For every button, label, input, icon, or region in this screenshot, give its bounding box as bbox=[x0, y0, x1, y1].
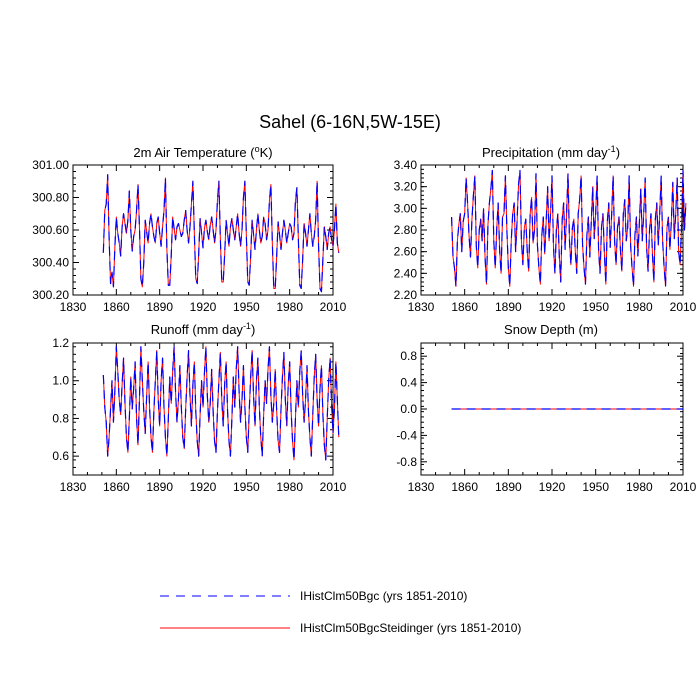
x-tick-label: 1860 bbox=[451, 300, 478, 314]
y-tick-label: 0.8 bbox=[400, 349, 417, 363]
x-tick-label: 1980 bbox=[276, 480, 303, 494]
x-tick-label: 1830 bbox=[408, 300, 435, 314]
y-tick-label: -0.4 bbox=[396, 428, 417, 442]
y-tick-label: 0.0 bbox=[400, 402, 417, 416]
panel-title: Snow Depth (m) bbox=[504, 322, 598, 337]
y-tick-label: 0.6 bbox=[52, 449, 69, 463]
x-tick-label: 1980 bbox=[626, 300, 653, 314]
x-tick-label: 1920 bbox=[539, 480, 566, 494]
legend: IHistClm50Bgc (yrs 1851-2010) IHistClm50… bbox=[160, 589, 521, 635]
x-tick-label: 1920 bbox=[190, 300, 217, 314]
x-tick-label: 2010 bbox=[320, 300, 347, 314]
y-tick-label: 300.80 bbox=[32, 191, 69, 205]
x-tick-label: 1950 bbox=[233, 300, 260, 314]
y-tick-label: 2.40 bbox=[394, 266, 418, 280]
panel-snow-depth: Snow Depth (m) 1830 1860 1890 1920 1950 1980 2… bbox=[396, 322, 696, 494]
panel-title: Precipitation (mm day-1) bbox=[482, 144, 620, 160]
legend-label: IHistClm50Bgc (yrs 1851-2010) bbox=[300, 589, 467, 603]
legend-label: IHistClm50BgcSteidinger (yrs 1851-2010) bbox=[300, 621, 521, 635]
x-tick-label: 1950 bbox=[233, 480, 260, 494]
y-tick-label: 300.60 bbox=[32, 223, 69, 237]
x-tick-label: 1950 bbox=[582, 480, 609, 494]
x-tick-label: 1980 bbox=[626, 480, 653, 494]
y-tick-label: 0.4 bbox=[400, 376, 417, 390]
panel-title: Runoff (mm day-1) bbox=[151, 321, 256, 337]
y-tick-label: 0.8 bbox=[52, 411, 69, 425]
y-tick-label: -0.8 bbox=[396, 455, 417, 469]
x-tick-label: 1860 bbox=[451, 480, 478, 494]
y-tick-label: 301.00 bbox=[32, 158, 69, 172]
series-line-ihistclm50bgc bbox=[102, 174, 340, 293]
y-tick-label: 2.80 bbox=[394, 223, 418, 237]
main-title: Sahel (6-16N,5W-15E) bbox=[259, 112, 441, 132]
x-tick-label: 2010 bbox=[670, 300, 697, 314]
series-line-ihistclm50bgc bbox=[450, 169, 687, 287]
y-tick-label: 3.40 bbox=[394, 158, 418, 172]
y-tick-label: 2.20 bbox=[394, 288, 418, 302]
series-line-ihistclm50bgc bbox=[102, 346, 340, 461]
panel-title: 2m Air Temperature (oK) bbox=[133, 144, 272, 160]
x-tick-label: 1920 bbox=[190, 480, 217, 494]
panel-runoff: Runoff (mm day-1) 1830 1860 1890 1920 1950 19… bbox=[52, 321, 346, 494]
x-tick-label: 1890 bbox=[495, 480, 522, 494]
y-tick-label: 300.20 bbox=[32, 288, 69, 302]
panel-air-temperature: 2m Air Temperature (oK) 1830 1860 1890 1920… bbox=[32, 144, 346, 314]
x-tick-label: 1920 bbox=[539, 300, 566, 314]
y-tick-label: 1.2 bbox=[52, 336, 69, 350]
y-tick-label: 3.00 bbox=[394, 201, 418, 215]
x-tick-label: 1890 bbox=[495, 300, 522, 314]
y-tick-label: 2.60 bbox=[394, 245, 418, 259]
x-tick-label: 1890 bbox=[146, 300, 173, 314]
x-tick-label: 1860 bbox=[103, 300, 130, 314]
x-tick-label: 1980 bbox=[276, 300, 303, 314]
x-tick-label: 1950 bbox=[582, 300, 609, 314]
x-tick-label: 1830 bbox=[408, 480, 435, 494]
y-tick-label: 300.40 bbox=[32, 256, 69, 270]
x-tick-label: 1830 bbox=[60, 480, 87, 494]
panel-precipitation: Precipitation (mm day-1) 1830 1860 1890 192… bbox=[394, 144, 697, 314]
y-tick-label: 3.20 bbox=[394, 180, 418, 194]
x-tick-label: 2010 bbox=[320, 480, 347, 494]
x-tick-label: 1830 bbox=[60, 300, 87, 314]
y-tick-label: 1.0 bbox=[52, 374, 69, 388]
x-tick-label: 2010 bbox=[670, 480, 697, 494]
x-tick-label: 1890 bbox=[146, 480, 173, 494]
x-tick-label: 1860 bbox=[103, 480, 130, 494]
